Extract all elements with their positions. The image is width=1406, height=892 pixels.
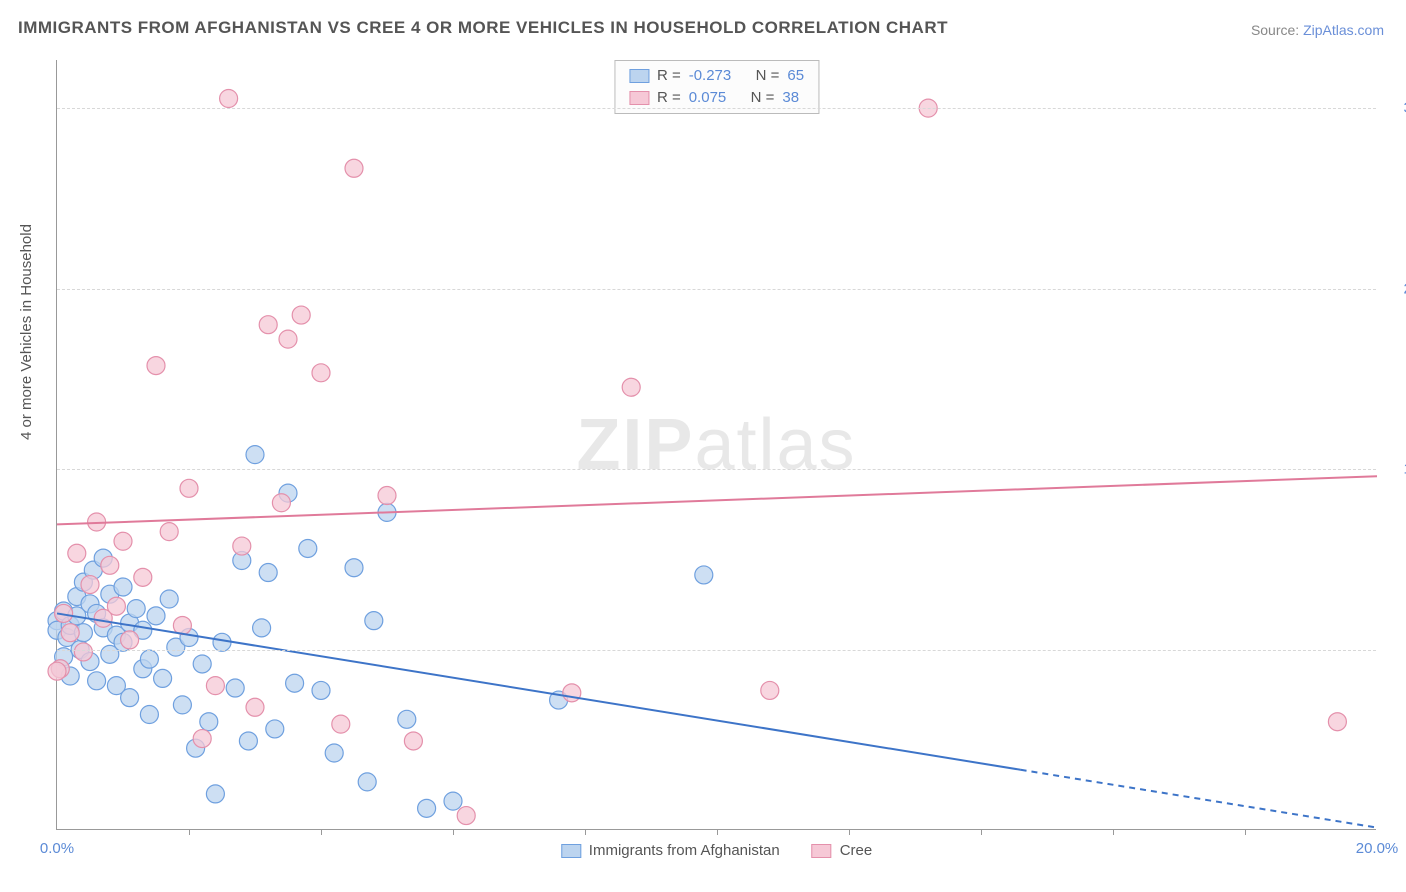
x-tick-mark — [849, 829, 850, 835]
data-point-cree — [259, 316, 277, 334]
x-tick-label: 0.0% — [40, 840, 74, 857]
data-point-cree — [457, 807, 475, 825]
legend-label-cree: Cree — [840, 842, 873, 859]
y-tick-label: 30.0% — [1386, 100, 1406, 117]
x-tick-label: 20.0% — [1356, 840, 1399, 857]
chart-plot-area: ZIPatlas R = -0.273 N = 65 R = 0.075 N =… — [56, 60, 1376, 830]
data-point-cree — [220, 90, 238, 108]
swatch-afghan-bottom — [561, 844, 581, 858]
data-point-cree — [61, 624, 79, 642]
data-point-afghan — [312, 681, 330, 699]
data-point-afghan — [299, 539, 317, 557]
x-tick-mark — [981, 829, 982, 835]
data-point-cree — [279, 330, 297, 348]
data-point-afghan — [345, 559, 363, 577]
data-point-cree — [345, 159, 363, 177]
data-point-afghan — [418, 799, 436, 817]
x-tick-mark — [321, 829, 322, 835]
legend-item-cree: Cree — [812, 842, 873, 859]
x-axis-legend: Immigrants from Afghanistan Cree — [561, 842, 872, 859]
data-point-cree — [272, 494, 290, 512]
source-link[interactable]: ZipAtlas.com — [1303, 22, 1384, 38]
data-point-afghan — [140, 650, 158, 668]
data-point-afghan — [114, 578, 132, 596]
data-point-cree — [233, 537, 251, 555]
data-point-cree — [563, 684, 581, 702]
data-point-afghan — [140, 706, 158, 724]
data-point-cree — [160, 523, 178, 541]
scatter-svg — [57, 60, 1376, 829]
data-point-cree — [48, 662, 66, 680]
data-point-cree — [81, 576, 99, 594]
data-point-cree — [180, 479, 198, 497]
data-point-afghan — [200, 713, 218, 731]
data-point-cree — [246, 698, 264, 716]
data-point-cree — [332, 715, 350, 733]
data-point-cree — [312, 364, 330, 382]
data-point-afghan — [444, 792, 462, 810]
y-tick-label: 22.5% — [1386, 280, 1406, 297]
data-point-afghan — [246, 446, 264, 464]
data-point-afghan — [206, 785, 224, 803]
gridline — [57, 289, 1376, 290]
data-point-afghan — [398, 710, 416, 728]
y-tick-label: 7.5% — [1386, 641, 1406, 658]
legend-item-afghan: Immigrants from Afghanistan — [561, 842, 780, 859]
data-point-cree — [107, 597, 125, 615]
data-point-cree — [121, 631, 139, 649]
data-point-cree — [378, 487, 396, 505]
data-point-cree — [292, 306, 310, 324]
gridline — [57, 108, 1376, 109]
chart-title: IMMIGRANTS FROM AFGHANISTAN VS CREE 4 OR… — [18, 18, 948, 38]
gridline — [57, 469, 1376, 470]
data-point-cree — [134, 568, 152, 586]
data-point-afghan — [253, 619, 271, 637]
data-point-cree — [74, 643, 92, 661]
trend-line-cree — [57, 476, 1377, 524]
data-point-cree — [101, 556, 119, 574]
x-tick-mark — [1245, 829, 1246, 835]
data-point-cree — [68, 544, 86, 562]
data-point-afghan — [365, 612, 383, 630]
y-tick-label: 15.0% — [1386, 461, 1406, 478]
data-point-afghan — [154, 669, 172, 687]
data-point-afghan — [147, 607, 165, 625]
data-point-afghan — [358, 773, 376, 791]
data-point-afghan — [259, 564, 277, 582]
data-point-afghan — [239, 732, 257, 750]
data-point-afghan — [127, 600, 145, 618]
data-point-cree — [622, 378, 640, 396]
data-point-cree — [147, 357, 165, 375]
gridline — [57, 650, 1376, 651]
x-tick-mark — [585, 829, 586, 835]
trend-line-dashed-afghan — [1021, 770, 1377, 828]
swatch-cree-bottom — [812, 844, 832, 858]
data-point-cree — [114, 532, 132, 550]
source-attribution: Source: ZipAtlas.com — [1251, 22, 1384, 38]
x-tick-mark — [717, 829, 718, 835]
source-prefix: Source: — [1251, 22, 1303, 38]
data-point-afghan — [193, 655, 211, 673]
data-point-afghan — [325, 744, 343, 762]
data-point-afghan — [286, 674, 304, 692]
data-point-cree — [761, 681, 779, 699]
x-tick-mark — [1113, 829, 1114, 835]
data-point-afghan — [160, 590, 178, 608]
data-point-afghan — [226, 679, 244, 697]
x-tick-mark — [189, 829, 190, 835]
data-point-cree — [206, 677, 224, 695]
data-point-afghan — [266, 720, 284, 738]
data-point-cree — [1328, 713, 1346, 731]
data-point-afghan — [88, 672, 106, 690]
y-axis-label: 4 or more Vehicles in Household — [18, 224, 35, 440]
data-point-cree — [193, 730, 211, 748]
data-point-afghan — [173, 696, 191, 714]
data-point-cree — [404, 732, 422, 750]
data-point-afghan — [695, 566, 713, 584]
x-tick-mark — [453, 829, 454, 835]
data-point-afghan — [121, 689, 139, 707]
legend-label-afghan: Immigrants from Afghanistan — [589, 842, 780, 859]
